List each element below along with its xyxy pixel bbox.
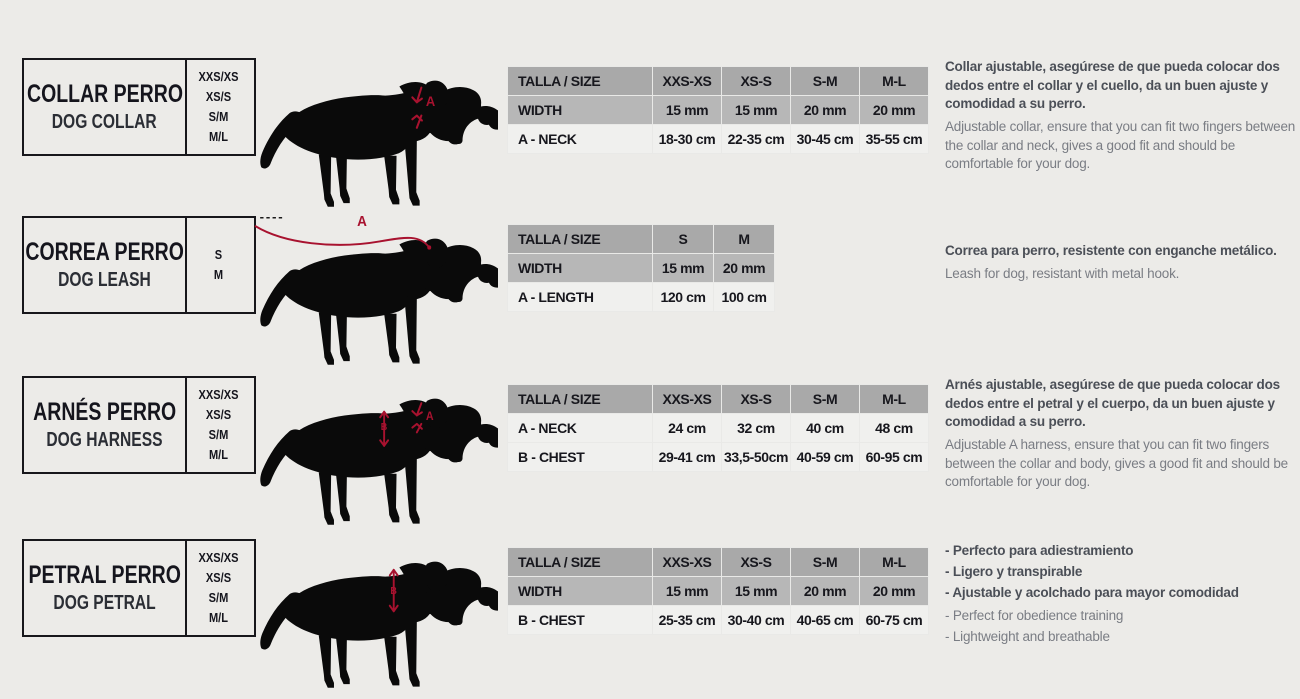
svg-text:B: B [381,422,388,432]
svg-text:B: B [390,586,397,596]
svg-text:A: A [357,213,367,230]
svg-text:A: A [426,93,436,109]
svg-text:A: A [426,411,434,423]
